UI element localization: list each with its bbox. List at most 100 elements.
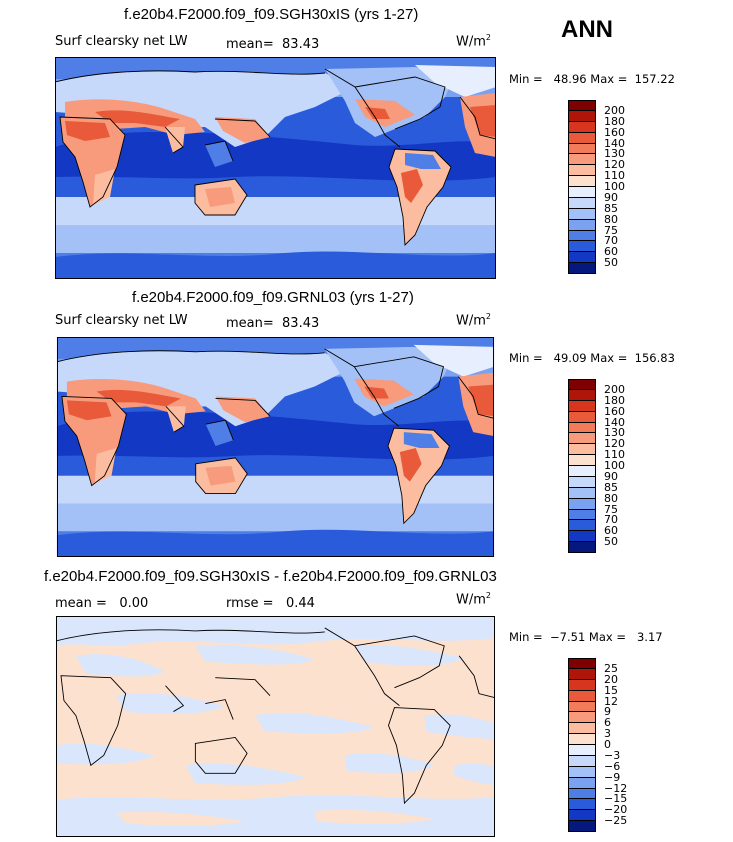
colorbar-swatch [568, 444, 596, 456]
panel3-mean-value: 0.00 [119, 596, 149, 611]
colorbar-tick-label: −9 [604, 770, 621, 784]
panel3-units: W/m2 [456, 591, 491, 608]
colorbar-tick-label: 70 [604, 513, 618, 527]
colorbar-swatch [568, 389, 596, 401]
colorbar-tick-label: 160 [604, 404, 625, 418]
panel1-mean-value: 83.43 [282, 37, 320, 52]
colorbar-swatch [568, 542, 596, 553]
colorbar-tick-label: 70 [604, 234, 618, 248]
colorbar-tick-label: 9 [604, 705, 611, 719]
colorbar-tick-label: 130 [604, 147, 625, 161]
colorbar-tick-label: 110 [604, 169, 625, 183]
colorbar-tick-label: 20 [604, 672, 618, 686]
colorbar-swatch [568, 100, 596, 111]
colorbar-tick-label: −20 [604, 803, 628, 817]
colorbar-swatch [568, 788, 596, 800]
colorbar-tick-label: 140 [604, 415, 625, 429]
colorbar-swatch [568, 745, 596, 756]
panel1-mean-label: mean= 83.43 [226, 37, 320, 52]
panel3-minmax: Min = −7.51 Max = 3.17 [509, 630, 663, 644]
colorbar-swatch [568, 466, 596, 477]
colorbar-tick-label: 15 [604, 683, 618, 697]
panel1-colorbar-labels: 200 180 160 140 130 120 110 100 90 85 80 75 70 60 50 [604, 100, 644, 274]
colorbar-swatch [568, 241, 596, 253]
panel3-max-value: 3.17 [636, 630, 663, 644]
colorbar-swatch [568, 723, 596, 735]
colorbar-tick-label: 110 [604, 448, 625, 462]
season-label: ANN [561, 16, 613, 43]
colorbar-tick-label: 120 [604, 158, 625, 172]
colorbar-swatch [568, 176, 596, 187]
panel1-variable-label: Surf clearsky net LW [55, 34, 188, 49]
colorbar-tick-label: −12 [604, 781, 628, 795]
panel3-colorbar-labels: 25 20 15 12 9 6 3 0 −3 −6 −9 −12 −15 −20 −25 [604, 658, 644, 832]
colorbar-swatch [568, 509, 596, 521]
panel3-map [55, 616, 496, 837]
panel1-minmax: Min = 48.96 Max = 157.22 [509, 72, 675, 86]
colorbar-swatch [568, 690, 596, 702]
colorbar-swatch [568, 154, 596, 166]
colorbar-tick-label: 90 [604, 469, 618, 483]
colorbar-swatch [568, 821, 596, 832]
panel2-map [56, 337, 495, 557]
colorbar-swatch [568, 712, 596, 724]
colorbar-swatch [568, 668, 596, 680]
colorbar-swatch [568, 455, 596, 466]
colorbar-swatch [568, 263, 596, 274]
colorbar-swatch [568, 658, 596, 669]
panel3-colorbar [568, 658, 596, 832]
panel1-title: f.e20b4.F2000.f09_f09.SGH30xIS (yrs 1-27… [124, 6, 419, 23]
colorbar-tick-label: 85 [604, 480, 618, 494]
colorbar-swatch [568, 810, 596, 822]
colorbar-swatch [568, 777, 596, 789]
colorbar-swatch [568, 766, 596, 778]
colorbar-tick-label: −3 [604, 748, 621, 762]
colorbar-tick-label: 75 [604, 223, 618, 237]
colorbar-tick-label: 25 [604, 661, 618, 675]
panel2-variable-label: Surf clearsky net LW [55, 313, 188, 328]
panel1-min-value: 48.96 [553, 72, 587, 86]
colorbar-tick-label: 50 [604, 535, 618, 549]
colorbar-swatch [568, 476, 596, 488]
colorbar-tick-label: 12 [604, 694, 618, 708]
colorbar-tick-label: 90 [604, 190, 618, 204]
colorbar-swatch [568, 679, 596, 691]
colorbar-swatch [568, 734, 596, 745]
colorbar-tick-label: 120 [604, 437, 625, 451]
colorbar-swatch [568, 379, 596, 390]
colorbar-tick-label: 80 [604, 491, 618, 505]
colorbar-tick-label: 140 [604, 136, 625, 150]
colorbar-swatch [568, 487, 596, 499]
colorbar-swatch [568, 208, 596, 220]
colorbar-tick-label: 60 [604, 524, 618, 538]
panel1-map [55, 57, 496, 279]
colorbar-tick-label: 85 [604, 201, 618, 215]
colorbar-tick-label: 3 [604, 727, 611, 741]
colorbar-swatch [568, 520, 596, 532]
colorbar-swatch [568, 498, 596, 510]
colorbar-tick-label: 180 [604, 114, 625, 128]
colorbar-swatch [568, 531, 596, 543]
colorbar-tick-label: −15 [604, 792, 628, 806]
colorbar-tick-label: 50 [604, 256, 618, 270]
colorbar-swatch [568, 143, 596, 155]
panel2-colorbar [568, 379, 596, 553]
colorbar-swatch [568, 230, 596, 242]
panel2-min-value: 49.09 [553, 351, 587, 365]
colorbar-swatch [568, 197, 596, 209]
colorbar-swatch [568, 219, 596, 231]
panel3-min-value: −7.51 [550, 630, 586, 644]
panel2-colorbar-labels: 200 180 160 140 130 120 110 100 90 85 80 75 70 60 50 [604, 379, 644, 553]
colorbar-swatch [568, 433, 596, 445]
colorbar-swatch [568, 132, 596, 144]
colorbar-swatch [568, 121, 596, 133]
panel2-mean-value: 83.43 [282, 316, 320, 331]
colorbar-tick-label: 60 [604, 245, 618, 259]
colorbar-tick-label: −6 [604, 759, 621, 773]
panel2-units: W/m2 [456, 312, 491, 329]
colorbar-swatch [568, 799, 596, 811]
panel2-title: f.e20b4.F2000.f09_f09.GRNL03 (yrs 1-27) [132, 289, 414, 306]
colorbar-swatch [568, 400, 596, 412]
colorbar-tick-label: 160 [604, 125, 625, 139]
colorbar-tick-label: 80 [604, 212, 618, 226]
